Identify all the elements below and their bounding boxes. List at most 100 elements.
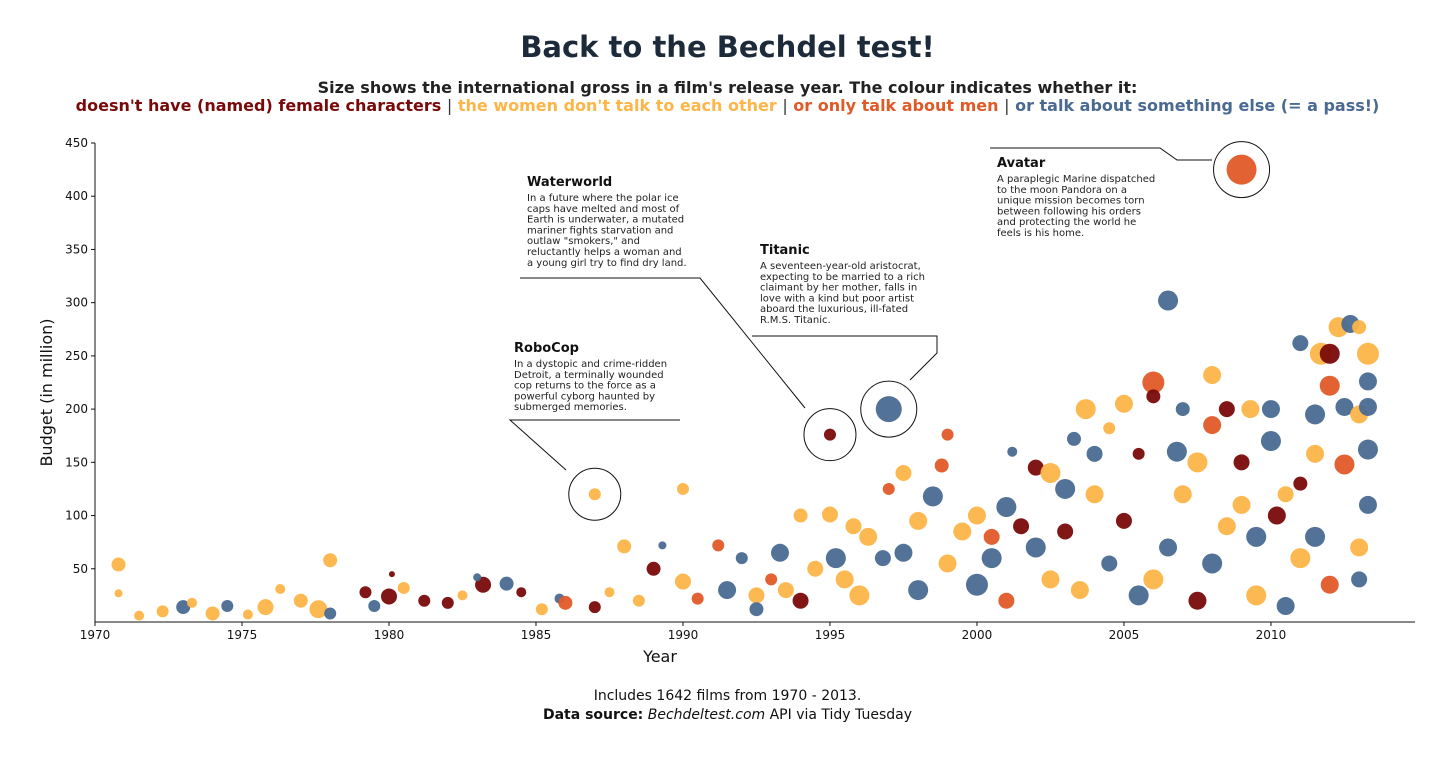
data-point [221,600,234,613]
annotation-text: unique mission becomes torn [997,196,1145,207]
highlight-ring [860,380,918,438]
legend-item-no-female-characters: doesn't have (named) female characters [75,96,442,115]
data-point [604,587,615,598]
data-point [441,596,454,609]
data-point [1261,400,1280,419]
data-point [617,539,632,554]
data-point [1115,512,1132,529]
data-point [1232,495,1251,514]
data-point [588,488,601,501]
data-point [473,573,482,582]
data-point [1226,154,1257,185]
y-tick-label: 450 [65,136,88,150]
data-point [1159,538,1178,557]
legend-separator: | [1004,96,1010,115]
data-point [777,582,794,599]
data-point [691,592,704,605]
data-point [1202,553,1223,574]
data-point [324,607,337,620]
y-tick-label: 100 [65,509,88,523]
data-point [953,522,972,541]
annotation-text: a young girl try to find dry land. [527,258,687,269]
data-point [1103,422,1116,435]
data-point [1203,366,1222,385]
data-point [1267,506,1286,525]
data-point [748,587,765,604]
y-tick-label: 50 [73,562,88,576]
data-point [981,548,1002,569]
data-point [1290,548,1311,569]
y-tick-label: 150 [65,455,88,469]
data-point [792,592,809,609]
data-point [187,597,198,608]
data-point [1233,454,1250,471]
annotation-text: Earth is underwater, a mutated [527,215,684,226]
data-point [1357,439,1378,460]
data-point [156,605,169,618]
annotation-text: In a dystopic and crime-ridden [514,359,667,370]
highlight-ring [1213,141,1271,199]
annotation-text: to the moon Pandora on a [997,185,1127,196]
data-point [558,595,573,610]
data-point [676,482,689,495]
data-point [674,573,691,590]
annotation-title: Titanic [760,243,810,258]
data-point [1306,444,1325,463]
data-point [457,590,468,601]
data-point [499,576,514,591]
data-point [996,497,1017,518]
annotation-title: Waterworld [527,175,612,190]
data-point [1356,342,1379,365]
annotation-leader [520,277,806,409]
data-point [1025,537,1046,558]
data-point [1352,320,1367,335]
data-point [176,600,191,615]
data-point [1334,454,1355,475]
y-tick-label: 250 [65,349,88,363]
data-point [1187,452,1208,473]
data-point [1276,597,1295,616]
data-point [1293,476,1308,491]
annotation-leader [508,419,680,471]
data-point [825,548,846,569]
data-point [967,506,986,525]
annotation-text: and protecting the world he [997,217,1136,228]
annotation-text: feels is his home. [997,228,1084,239]
data-point [1013,518,1030,535]
data-point [1358,397,1377,416]
data-point [1166,441,1187,462]
annotation-text: submerged memories. [514,402,627,413]
data-point [1218,401,1235,418]
source-rest: API via Tidy Tuesday [769,707,913,723]
data-point [1007,446,1018,457]
legend-separator: | [782,96,788,115]
annotation-text: cop returns to the force as a [514,381,656,392]
annotation-title: RoboCop [514,341,579,356]
annotation-title: Avatar [997,156,1046,171]
data-point [632,594,645,607]
legend-item-women-dont-talk: the women don't talk to each other [457,96,777,115]
annotation-text: claimant by her mother, falls in [760,283,917,294]
data-point [535,603,548,616]
color-legend: doesn't have (named) female characters |… [0,96,1455,115]
annotation-text: love with a kind but poor artist [760,293,914,304]
x-tick-label: 1990 [668,628,699,642]
annotation-text: between following his orders [997,206,1141,217]
data-point [922,486,943,507]
y-tick-label: 350 [65,242,88,256]
annotation-text: reluctantly helps a woman and [527,247,682,258]
data-point [1246,585,1267,606]
x-tick-label: 2005 [1109,628,1140,642]
data-point [909,511,928,530]
y-tick-label: 400 [65,189,88,203]
caption: Includes 1642 films from 1970 - 2013. [593,688,862,704]
data-point [1075,399,1096,420]
data-point [309,600,328,619]
data-point [894,543,913,562]
data-point [1146,389,1161,404]
data-point [823,428,836,441]
data-point [1319,375,1340,396]
annotation-text: R.M.S. Titanic. [760,315,831,326]
data-point [1085,485,1104,504]
highlight-ring [568,467,622,521]
